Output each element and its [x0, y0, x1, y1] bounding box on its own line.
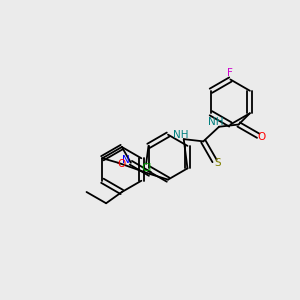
Text: F: F	[227, 68, 233, 78]
Text: NH: NH	[173, 130, 188, 140]
Text: NH: NH	[208, 117, 224, 127]
Text: S: S	[215, 158, 221, 168]
Text: N: N	[122, 155, 130, 165]
Text: O: O	[258, 132, 266, 142]
Text: O: O	[118, 159, 126, 169]
Text: Cl: Cl	[141, 164, 151, 173]
